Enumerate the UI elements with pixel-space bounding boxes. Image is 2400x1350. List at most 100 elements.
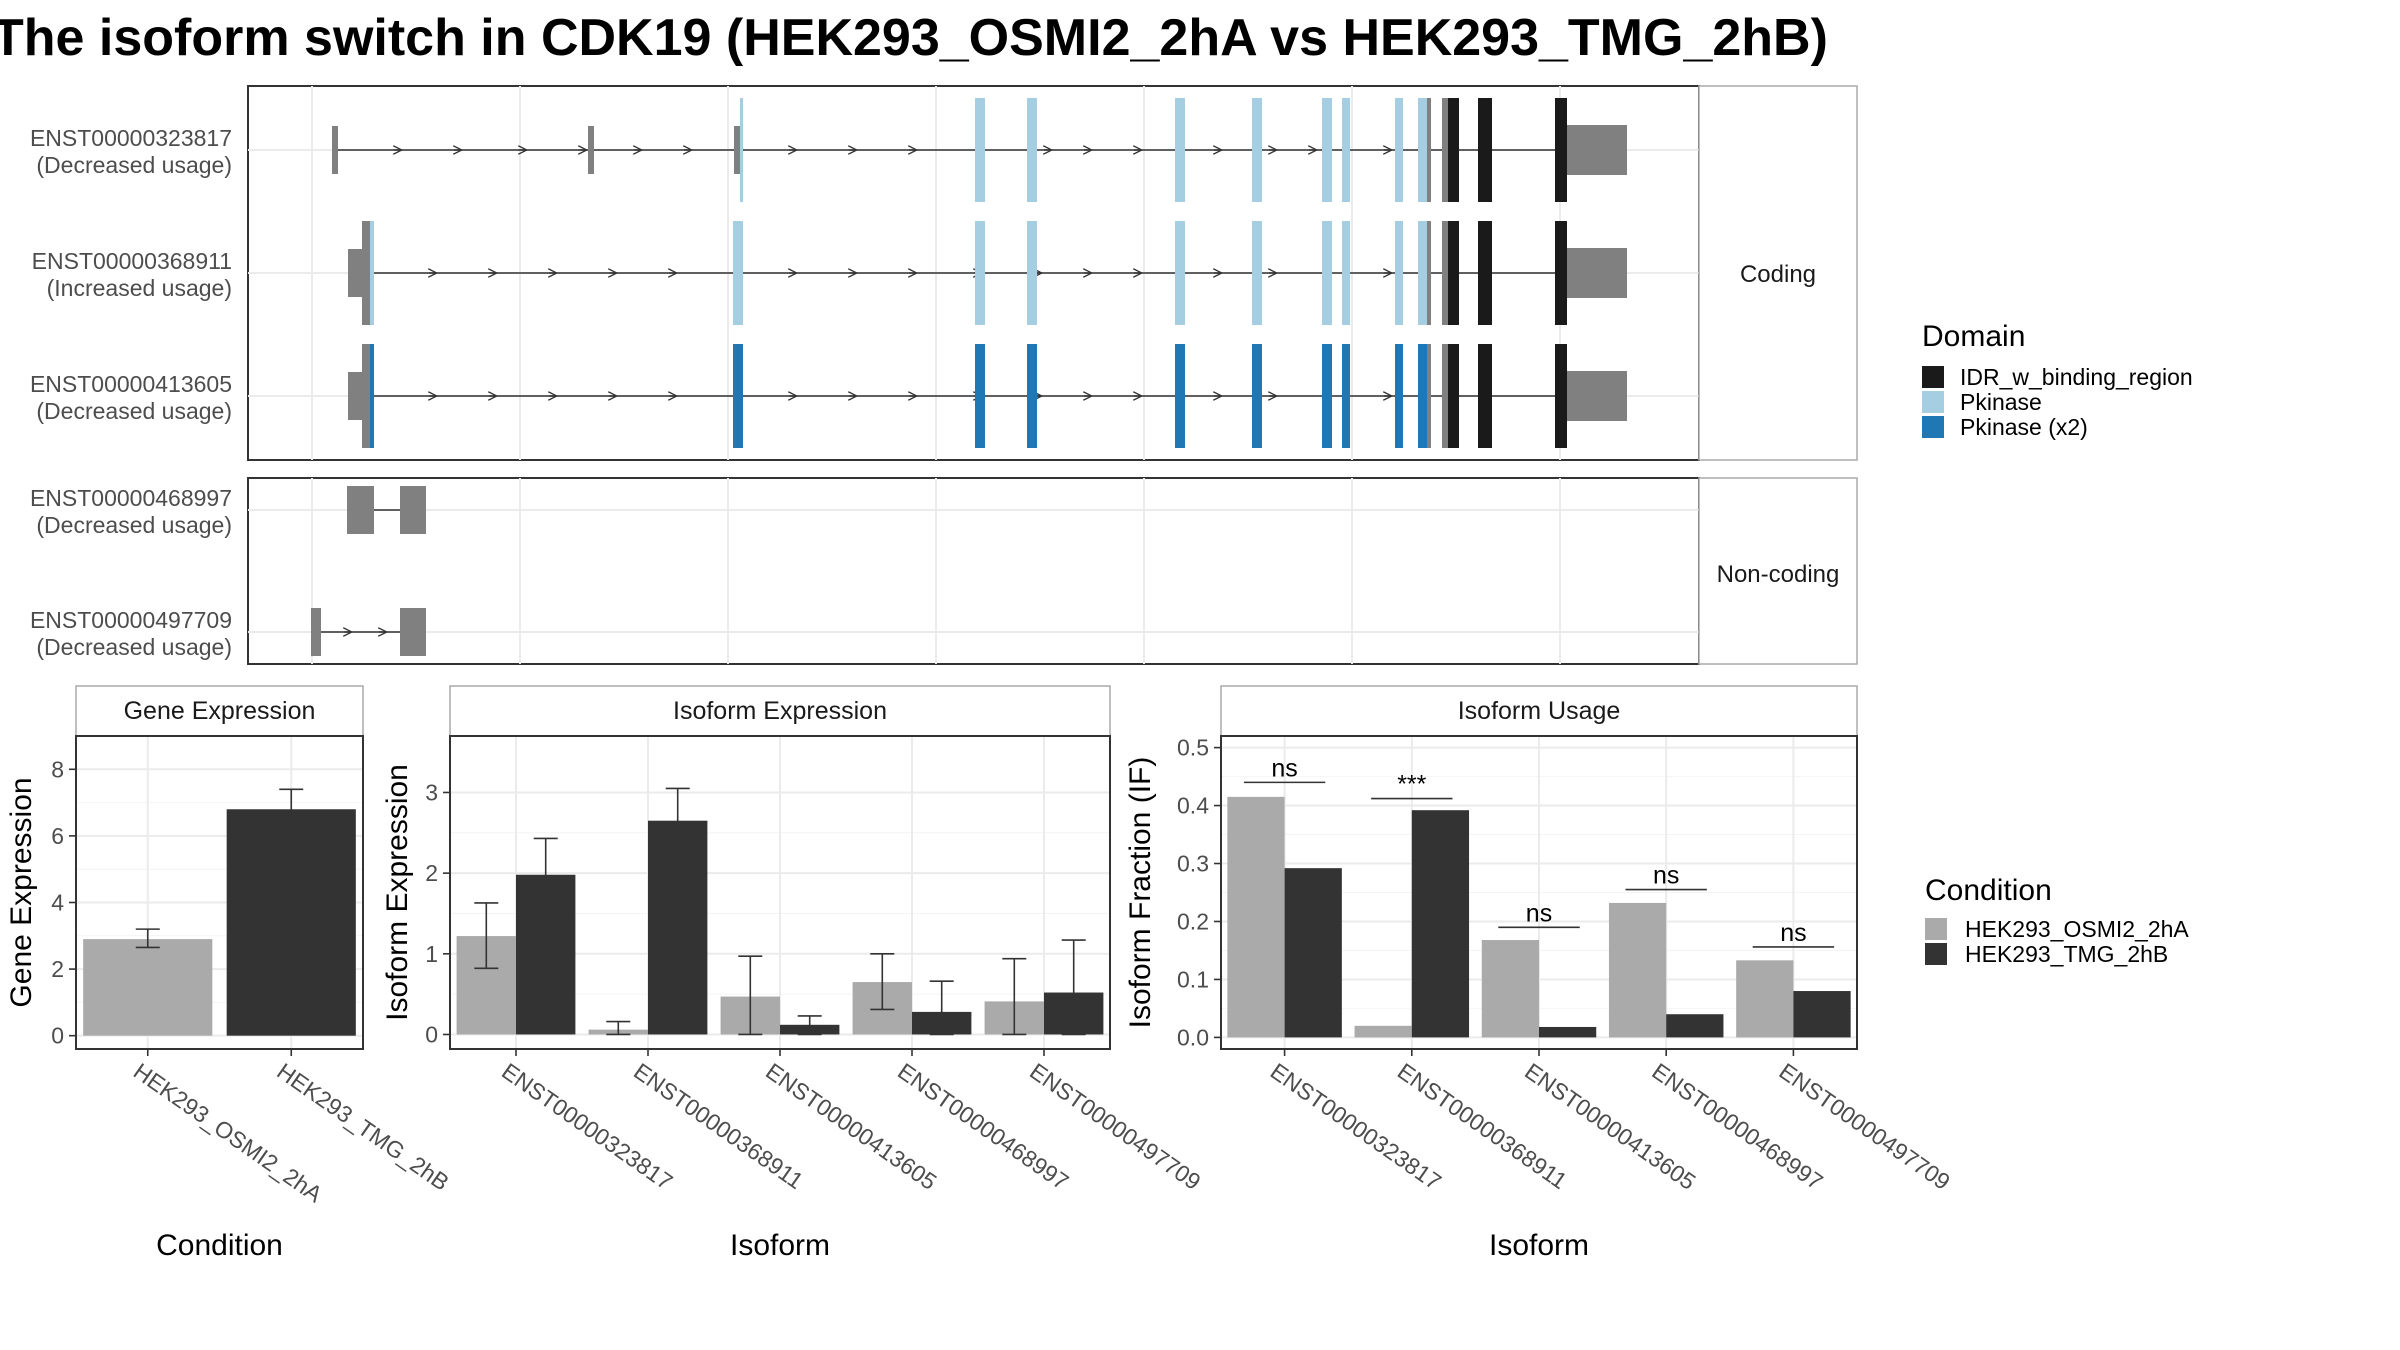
pkinase-x2-domain	[1175, 344, 1185, 448]
exon	[1427, 98, 1431, 202]
pkinase-domain	[1027, 221, 1037, 325]
exon	[400, 486, 426, 534]
pkinase-domain	[370, 221, 374, 325]
transcript-usage-label: (Decreased usage)	[36, 398, 232, 424]
isoform-expression-strip	[449, 685, 1111, 737]
usage-bar	[1666, 1014, 1724, 1038]
usage-bar	[1284, 868, 1342, 1038]
significance-label: ns	[1780, 919, 1806, 947]
isoform-expression-ytick-label: 0	[425, 1021, 438, 1047]
exon	[1442, 98, 1448, 202]
exon	[588, 126, 594, 174]
exon-utr	[1567, 371, 1627, 421]
isoform-expression-yaxis-title: Isoform Expression	[381, 764, 414, 1021]
domain-legend-label: IDR_w_binding_region	[1960, 364, 2193, 390]
transcript-id-label: ENST00000497709	[30, 607, 232, 633]
pkinase-domain	[1027, 98, 1037, 202]
pkinase-domain	[1322, 98, 1332, 202]
usage-bar	[1227, 796, 1285, 1038]
isoform-expression-strip-title: Isoform Expression	[673, 697, 887, 725]
significance-label: ns	[1271, 754, 1297, 782]
usage-ytick-label: 0.0	[1177, 1024, 1209, 1050]
usage-bar	[1608, 902, 1667, 1038]
exon	[1427, 221, 1431, 325]
significance-label: ns	[1526, 899, 1552, 927]
figure-title-container: The isoform switch in CDK19 (HEK293_OSMI…	[0, 0, 1870, 80]
exon	[1442, 344, 1448, 448]
idr-domain	[1447, 98, 1459, 202]
pkinase-x2-domain	[1342, 344, 1350, 448]
domain-legend-swatch	[1922, 391, 1944, 413]
condition-legend-label: HEK293_TMG_2hB	[1965, 941, 2168, 967]
condition-legend-label: HEK293_OSMI2_2hA	[1965, 916, 2189, 942]
transcript-id-label: ENST00000413605	[30, 371, 232, 397]
gene-expression-strip-title: Gene Expression	[124, 697, 316, 725]
usage-bar	[1539, 1026, 1597, 1038]
pkinase-domain	[1418, 98, 1428, 202]
exon	[311, 608, 321, 656]
significance-label: ns	[1653, 862, 1679, 890]
exon	[332, 126, 338, 174]
exon-utr	[348, 372, 362, 420]
transcript-id-label: ENST00000368911	[32, 248, 232, 274]
exon-utr	[348, 249, 362, 297]
usage-bar	[1793, 991, 1851, 1038]
domain-legend-label: Pkinase (x2)	[1960, 414, 2088, 440]
pkinase-x2-domain	[1322, 344, 1332, 448]
transcript-usage-label: (Increased usage)	[47, 275, 232, 301]
idr-domain	[1555, 221, 1567, 325]
domain-legend-title: Domain	[1922, 320, 2025, 353]
usage-ytick-label: 0.5	[1177, 735, 1209, 761]
domain-legend-swatch	[1922, 366, 1944, 388]
idr-domain	[1478, 98, 1492, 202]
pkinase-domain	[1175, 221, 1185, 325]
transcript-usage-label: (Decreased usage)	[36, 152, 232, 178]
gene-expression-plot-border	[75, 735, 364, 1050]
exon	[400, 608, 426, 656]
pkinase-domain	[733, 221, 743, 325]
condition-legend-swatch	[1925, 943, 1947, 965]
exon	[1427, 344, 1431, 448]
exon	[1442, 221, 1448, 325]
gene-expression-xaxis-title: Condition	[156, 1229, 283, 1262]
pkinase-x2-domain	[1027, 344, 1037, 448]
pkinase-domain	[1418, 221, 1428, 325]
gene-expression-bar	[83, 939, 213, 1036]
gene-expression-bar	[226, 809, 356, 1036]
usage-bar	[1354, 1025, 1412, 1038]
transcript-usage-label: (Decreased usage)	[36, 512, 232, 538]
usage-bar	[1481, 940, 1539, 1038]
pkinase-x2-domain	[975, 344, 985, 448]
isoform-expression-ytick-label: 3	[425, 779, 438, 805]
gene-expression-yaxis-title: Gene Expression	[5, 777, 38, 1007]
coding-strip	[1698, 85, 1858, 461]
gene-expression-strip	[75, 685, 364, 737]
noncoding-strip	[1698, 477, 1858, 665]
pkinase-domain	[740, 98, 743, 202]
pkinase-x2-domain	[1252, 344, 1262, 448]
idr-domain	[1478, 221, 1492, 325]
pkinase-domain	[975, 221, 985, 325]
pkinase-domain	[1175, 98, 1185, 202]
transcript-id-label: ENST00000323817	[30, 125, 232, 151]
gene-expression-ytick-label: 4	[51, 889, 64, 915]
pkinase-domain	[1322, 221, 1332, 325]
exon-utr	[1567, 248, 1627, 298]
condition-legend-swatch	[1925, 918, 1947, 940]
usage-ytick-label: 0.4	[1177, 793, 1209, 819]
pkinase-domain	[1395, 98, 1403, 202]
coding-strip-label: Coding	[1740, 261, 1816, 288]
exon	[362, 344, 370, 448]
gene-expression-ytick-label: 8	[51, 756, 64, 782]
figure-title: The isoform switch in CDK19 (HEK293_OSMI…	[0, 9, 1828, 67]
isoform-expression-ytick-label: 1	[425, 941, 438, 967]
pkinase-domain	[1395, 221, 1403, 325]
pkinase-domain	[1252, 221, 1262, 325]
exon	[362, 221, 370, 325]
usage-ytick-label: 0.3	[1177, 851, 1209, 877]
exon	[734, 126, 742, 174]
exon	[347, 486, 374, 534]
pkinase-domain	[1252, 98, 1262, 202]
isoform-expression-xaxis-title: Isoform	[730, 1229, 830, 1262]
